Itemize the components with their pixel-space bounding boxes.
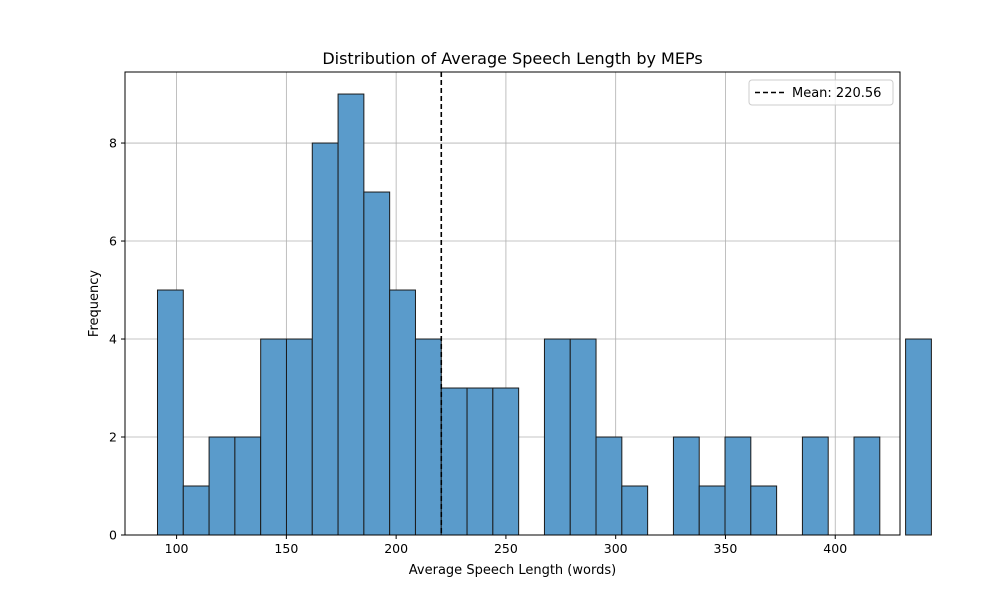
histogram-bar [466, 387, 494, 536]
y-axis-label: Frequency [87, 270, 102, 337]
y-tick-label: 2 [109, 430, 117, 445]
x-tick-label: 150 [274, 541, 298, 556]
histogram-bar [363, 191, 391, 536]
x-tick-label: 100 [165, 541, 189, 556]
plot-frame [124, 71, 901, 536]
histogram-bar [182, 485, 210, 536]
legend-mean-label: Mean: 220.56 [792, 86, 881, 101]
y-tick-label: 8 [109, 136, 117, 151]
y-tick-label: 0 [109, 528, 117, 543]
histogram-bar [672, 436, 700, 536]
histogram-bar [389, 289, 416, 536]
histogram-bar [569, 338, 597, 536]
y-tick-label: 6 [109, 234, 117, 249]
y-tick-label: 4 [109, 332, 117, 347]
histogram-bar [285, 338, 313, 536]
histogram-bar [337, 93, 365, 536]
histogram-bar [905, 338, 932, 536]
histogram-bar [801, 436, 829, 536]
chart-title: Distribution of Average Speech Length by… [322, 49, 702, 68]
x-tick-label: 250 [494, 541, 518, 556]
x-tick-label: 300 [604, 541, 628, 556]
x-ticks: 100 150 200 250 300 350 400 [165, 535, 847, 556]
x-tick-label: 200 [384, 541, 408, 556]
bars-layer [156, 93, 932, 536]
x-tick-label: 400 [823, 541, 847, 556]
histogram-bar [750, 485, 778, 536]
histogram-bar [414, 338, 442, 536]
histogram-bar [440, 387, 468, 536]
histogram-bar [156, 289, 184, 536]
histogram-bar [543, 338, 571, 536]
legend-box [748, 79, 894, 106]
histogram-bar [595, 436, 623, 536]
histogram-bar [621, 485, 649, 536]
histogram-bar [208, 436, 236, 536]
histogram-bar [260, 338, 287, 536]
histogram-bar [853, 436, 881, 536]
x-tick-label: 350 [714, 541, 738, 556]
histogram-bar [724, 436, 752, 536]
histogram-bar [234, 436, 262, 536]
histogram-bar [311, 142, 339, 536]
x-axis-label: Average Speech Length (words) [409, 563, 616, 578]
y-ticks: 0 2 4 6 8 [109, 136, 125, 543]
histogram-bar [492, 387, 520, 536]
histogram-bar [698, 485, 726, 536]
legend: Mean: 220.56 [748, 79, 894, 106]
